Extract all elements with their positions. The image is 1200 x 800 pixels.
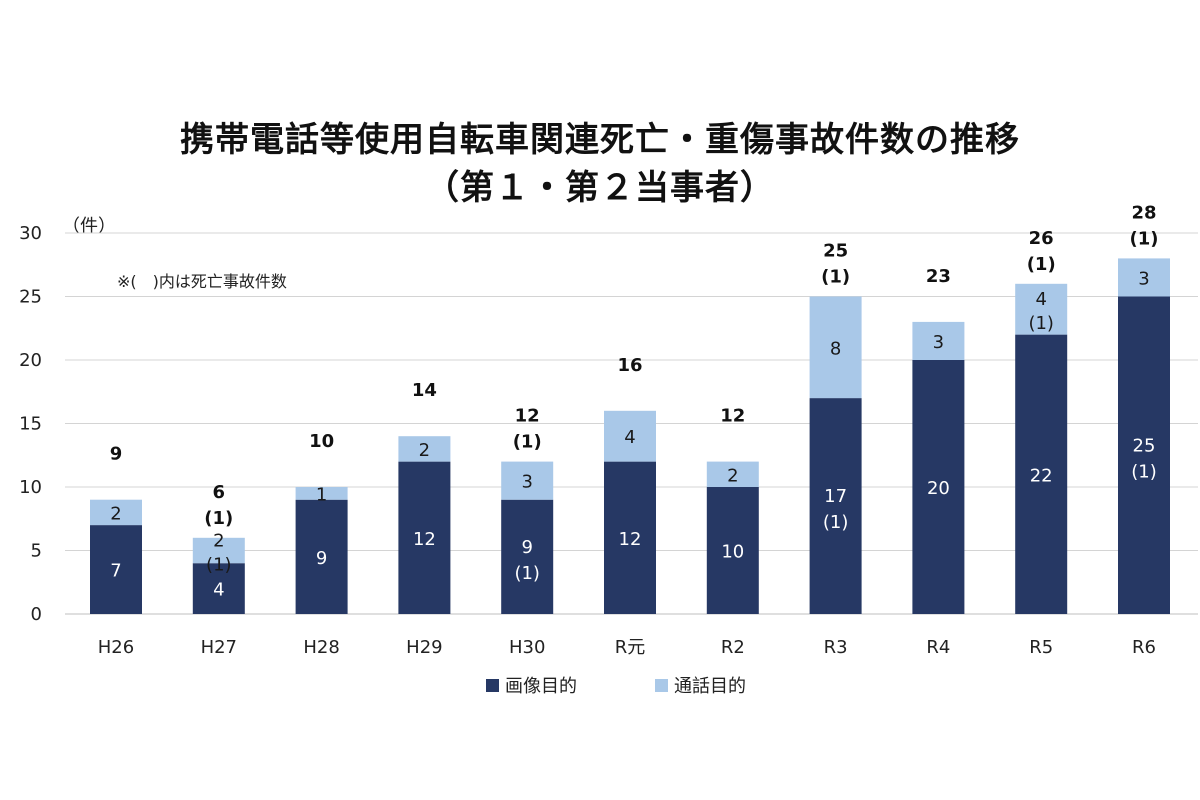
data-label-call: 2 [419, 440, 430, 461]
bar-image-H26 [90, 525, 142, 614]
y-tick-label: 25 [19, 287, 42, 308]
bar-image-H30 [501, 499, 554, 614]
bar-image-H29 [398, 461, 451, 614]
bar-call-H29 [398, 436, 451, 462]
y-tick-label: 15 [19, 414, 42, 435]
data-label-call: 2 [110, 503, 121, 524]
bar-image-R3 [809, 398, 862, 614]
x-tick-label: R6 [1132, 637, 1156, 658]
y-tick-label: 0 [31, 604, 42, 625]
data-label-call: 4 [624, 427, 635, 448]
data-label-call: 8 [830, 338, 841, 359]
total-label: 14 [412, 380, 437, 401]
total-label: 9 [110, 444, 123, 465]
x-tick-label: R3 [824, 637, 848, 658]
data-label-call: 3 [521, 472, 532, 493]
x-tick-label: R4 [926, 637, 950, 658]
total-label: 23 [926, 266, 951, 287]
y-tick-label: 30 [19, 223, 42, 244]
bar-image-R元 [604, 461, 656, 614]
legend-label-image: 画像目的 [505, 676, 577, 697]
total-death-label: (1) [1027, 254, 1056, 275]
bar-call-R6 [1118, 258, 1170, 297]
data-label-image: 9 [316, 548, 327, 569]
total-death-label: (1) [513, 432, 542, 453]
bar-call-H30 [501, 461, 554, 500]
data-label-call: 2 [727, 465, 738, 486]
bar-image-R2 [706, 487, 759, 614]
bar-image-H28 [295, 499, 348, 614]
total-label: 25 [823, 241, 848, 262]
legend: 画像目的 通話目的 [0, 672, 1200, 698]
total-label: 28 [1131, 202, 1156, 223]
total-label: 26 [1029, 228, 1054, 249]
data-label-call: 3 [933, 332, 944, 353]
data-label-image: 12 [619, 529, 642, 550]
bar-image-R4 [912, 360, 965, 614]
chart-title-line2: （第１・第２当事者） [425, 168, 775, 208]
total-label: 16 [617, 355, 642, 376]
death-label-call: (1) [206, 555, 232, 576]
death-label-image: (1) [514, 563, 540, 584]
data-label-image: 10 [721, 542, 744, 563]
legend-swatch-call [655, 678, 668, 692]
bar-call-R2 [706, 461, 759, 487]
y-tick-label: 5 [31, 541, 42, 562]
data-label-image: 7 [110, 561, 121, 582]
bar-call-H28 [295, 487, 348, 500]
legend-label-call: 通話目的 [674, 676, 746, 697]
death-label-call: (1) [1028, 313, 1054, 334]
legend-item-call: 通話目的 [655, 672, 746, 698]
y-tick-label: 20 [19, 350, 42, 371]
data-label-call: 3 [1138, 268, 1149, 289]
x-tick-label: H28 [303, 637, 339, 658]
data-label-image: 25 [1133, 435, 1156, 456]
data-label-call: 4 [1035, 289, 1046, 310]
bar-call-R元 [604, 410, 656, 462]
x-tick-label: R5 [1029, 637, 1053, 658]
bar-call-R5 [1015, 283, 1068, 335]
y-axis-unit-label: （件） [62, 216, 116, 237]
legend-item-image: 画像目的 [486, 672, 577, 698]
x-tick-label: H27 [201, 637, 237, 658]
data-label-image: 17 [824, 486, 847, 507]
bar-call-R4 [912, 321, 965, 360]
total-label: 12 [515, 406, 540, 427]
total-label: 10 [309, 431, 334, 452]
x-tick-label: H30 [509, 637, 545, 658]
data-label-image: 12 [413, 529, 436, 550]
bar-image-R5 [1015, 334, 1068, 614]
total-death-label: (1) [821, 267, 850, 288]
death-label-image: (1) [1131, 461, 1157, 482]
y-tick-label: 10 [19, 477, 42, 498]
bar-image-H27 [192, 563, 245, 614]
total-death-label: (1) [1130, 228, 1159, 249]
total-label: 12 [720, 406, 745, 427]
x-tick-label: R元 [615, 637, 646, 658]
data-label-call: 2 [213, 531, 224, 552]
death-label-image: (1) [823, 512, 849, 533]
bar-image-R6 [1118, 296, 1170, 614]
legend-swatch-image [486, 678, 499, 692]
bar-call-R3 [809, 296, 862, 399]
data-label-image: 9 [521, 537, 532, 558]
data-label-call: 1 [316, 484, 327, 505]
data-label-image: 20 [927, 478, 950, 499]
total-label: 6 [213, 482, 226, 503]
chart-title-line1: 携帯電話等使用自転車関連死亡・重傷事故件数の推移 [180, 120, 1020, 160]
data-label-image: 4 [213, 580, 224, 601]
bar-call-H27 [192, 537, 245, 564]
x-tick-label: R2 [721, 637, 745, 658]
death-count-note: ※( )内は死亡事故件数 [117, 272, 287, 291]
x-tick-label: H26 [98, 637, 134, 658]
total-death-label: (1) [204, 508, 233, 529]
x-tick-label: H29 [406, 637, 442, 658]
data-label-image: 22 [1030, 465, 1053, 486]
bar-call-H26 [90, 499, 142, 526]
